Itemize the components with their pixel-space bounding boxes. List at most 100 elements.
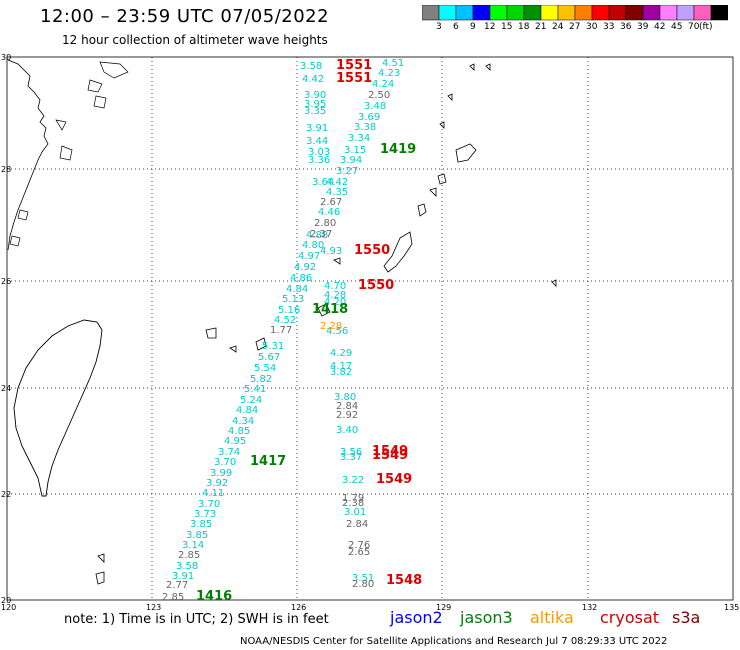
lat-label: 28 <box>1 165 12 174</box>
wave-value: 4.56 <box>326 326 348 337</box>
track-jason3-values: 3.58 4.42 3.90 3.95 3.35 3.91 3.44 3.03 … <box>172 58 404 584</box>
pass-time: 1551 <box>336 71 372 86</box>
pass-time: 1548 <box>386 573 422 588</box>
color-scale-label: 36 <box>620 22 632 32</box>
wave-value: 4.88 <box>306 230 328 241</box>
wave-value: 2.38 <box>342 498 364 509</box>
lat-label: 20 <box>1 596 12 605</box>
color-swatch <box>625 5 644 21</box>
wave-value: 3.70 <box>198 499 220 510</box>
wave-value: 4.46 <box>318 207 340 218</box>
legend-altika: altika <box>530 608 574 627</box>
pass-time: 1550 <box>354 243 390 258</box>
wave-value: 3.91 <box>172 571 194 582</box>
wave-value: 5.41 <box>244 384 266 395</box>
color-scale-label: 45 <box>671 22 683 32</box>
lon-label: 135 <box>724 603 740 612</box>
wave-value: 4.24 <box>372 79 394 90</box>
graticule <box>7 57 733 600</box>
wave-value: 4.80 <box>302 240 324 251</box>
wave-value: 4.17 <box>330 361 352 372</box>
wave-value: 3.85 <box>186 530 208 541</box>
color-scale-label: 70 <box>688 22 700 32</box>
lon-label: 123 <box>146 603 162 612</box>
pass-time: 1549 <box>372 444 408 459</box>
color-swatch <box>659 5 678 21</box>
wave-value: 3.40 <box>336 425 358 436</box>
color-scale-label: 24 <box>552 22 564 32</box>
legend-jason3: jason3 <box>460 608 513 627</box>
wave-value: 4.84 <box>236 405 258 416</box>
wave-value: 2.67 <box>320 197 342 208</box>
wave-value: 1.79 <box>342 493 364 504</box>
color-swatch <box>608 5 627 21</box>
color-swatch <box>710 5 728 21</box>
pass-time: 1549 <box>376 472 412 487</box>
color-swatch <box>591 5 610 21</box>
wave-value: 4.35 <box>326 187 348 198</box>
color-scale-label: 33 <box>603 22 615 32</box>
wave-value: 4.86 <box>290 273 312 284</box>
wave-value: 4.23 <box>378 68 400 79</box>
wave-value: 4.84 <box>286 284 308 295</box>
wave-value: 3.48 <box>364 101 386 112</box>
wave-value: 3.22 <box>342 475 364 486</box>
color-scale-label: 18 <box>518 22 530 32</box>
wave-value: 4.34 <box>232 416 254 427</box>
wave-value: 3.73 <box>194 509 216 520</box>
color-scale-label: 42 <box>654 22 666 32</box>
lat-label: 26 <box>1 277 12 286</box>
map-frame <box>6 56 734 601</box>
wave-value: 3.44 <box>306 136 328 147</box>
wave-value: 3.70 <box>214 457 236 468</box>
wave-value: 5.82 <box>250 374 272 385</box>
wave-value: 3.56 <box>340 447 362 458</box>
pass-times: 1551 1551 1419 1550 1550 1418 1417 1549 … <box>196 58 422 604</box>
wave-value: 5.13 <box>282 294 304 305</box>
wave-value: 2.85 <box>178 550 200 561</box>
wave-value: 3.85 <box>190 519 212 530</box>
pass-time: 1549 <box>372 448 408 463</box>
wave-value: 4.85 <box>228 426 250 437</box>
color-swatch <box>676 5 695 21</box>
wave-value: 3.69 <box>358 112 380 123</box>
wave-value: 4.20 <box>324 297 346 308</box>
color-scale-label: 3 <box>436 22 442 32</box>
wave-value: 3.95 <box>304 99 326 110</box>
wave-value: 3.58 <box>176 561 198 572</box>
wave-value: 4.51 <box>382 58 404 69</box>
color-swatch <box>506 5 525 21</box>
lon-label: 132 <box>582 603 598 612</box>
legend-jason2: jason2 <box>390 608 443 627</box>
color-swatch <box>574 5 593 21</box>
wave-value: 3.01 <box>344 507 366 518</box>
ryukyu-islands <box>95 63 557 585</box>
color-swatch <box>422 5 440 21</box>
wave-value: 2.92 <box>336 410 358 421</box>
wave-value: 2.77 <box>166 580 188 591</box>
color-swatch <box>557 5 576 21</box>
pass-time: 1419 <box>380 142 416 157</box>
color-swatch <box>489 5 508 21</box>
wave-value: 3.92 <box>206 478 228 489</box>
color-scale-label: 21 <box>535 22 547 32</box>
credit-line: NOAA/NESDIS Center for Satellite Applica… <box>240 636 668 647</box>
color-scale-bar <box>422 5 728 21</box>
lat-label: 30 <box>1 53 12 62</box>
lon-label: 129 <box>436 603 452 612</box>
wave-value: 2.84 <box>346 519 368 530</box>
wave-value: 3.36 <box>308 155 330 166</box>
wave-value: 4.97 <box>298 251 320 262</box>
wave-value: 3.14 <box>182 540 204 551</box>
color-swatch <box>540 5 559 21</box>
color-swatch <box>693 5 712 21</box>
color-swatch <box>455 5 474 21</box>
legend-cryosat: cryosat <box>600 608 660 627</box>
wave-value: 4.93 <box>320 246 342 257</box>
color-scale-labels: 3 6 9 12 15 18 21 24 27 30 33 36 39 42 45 70 (ft) <box>422 22 732 34</box>
color-scale-label: 15 <box>501 22 513 32</box>
map-subtitle: 12 hour collection of altimeter wave hei… <box>62 33 328 47</box>
wave-value: 5.67 <box>258 352 280 363</box>
wave-value: 2.76 <box>348 540 370 551</box>
pass-time: 1416 <box>196 589 232 604</box>
